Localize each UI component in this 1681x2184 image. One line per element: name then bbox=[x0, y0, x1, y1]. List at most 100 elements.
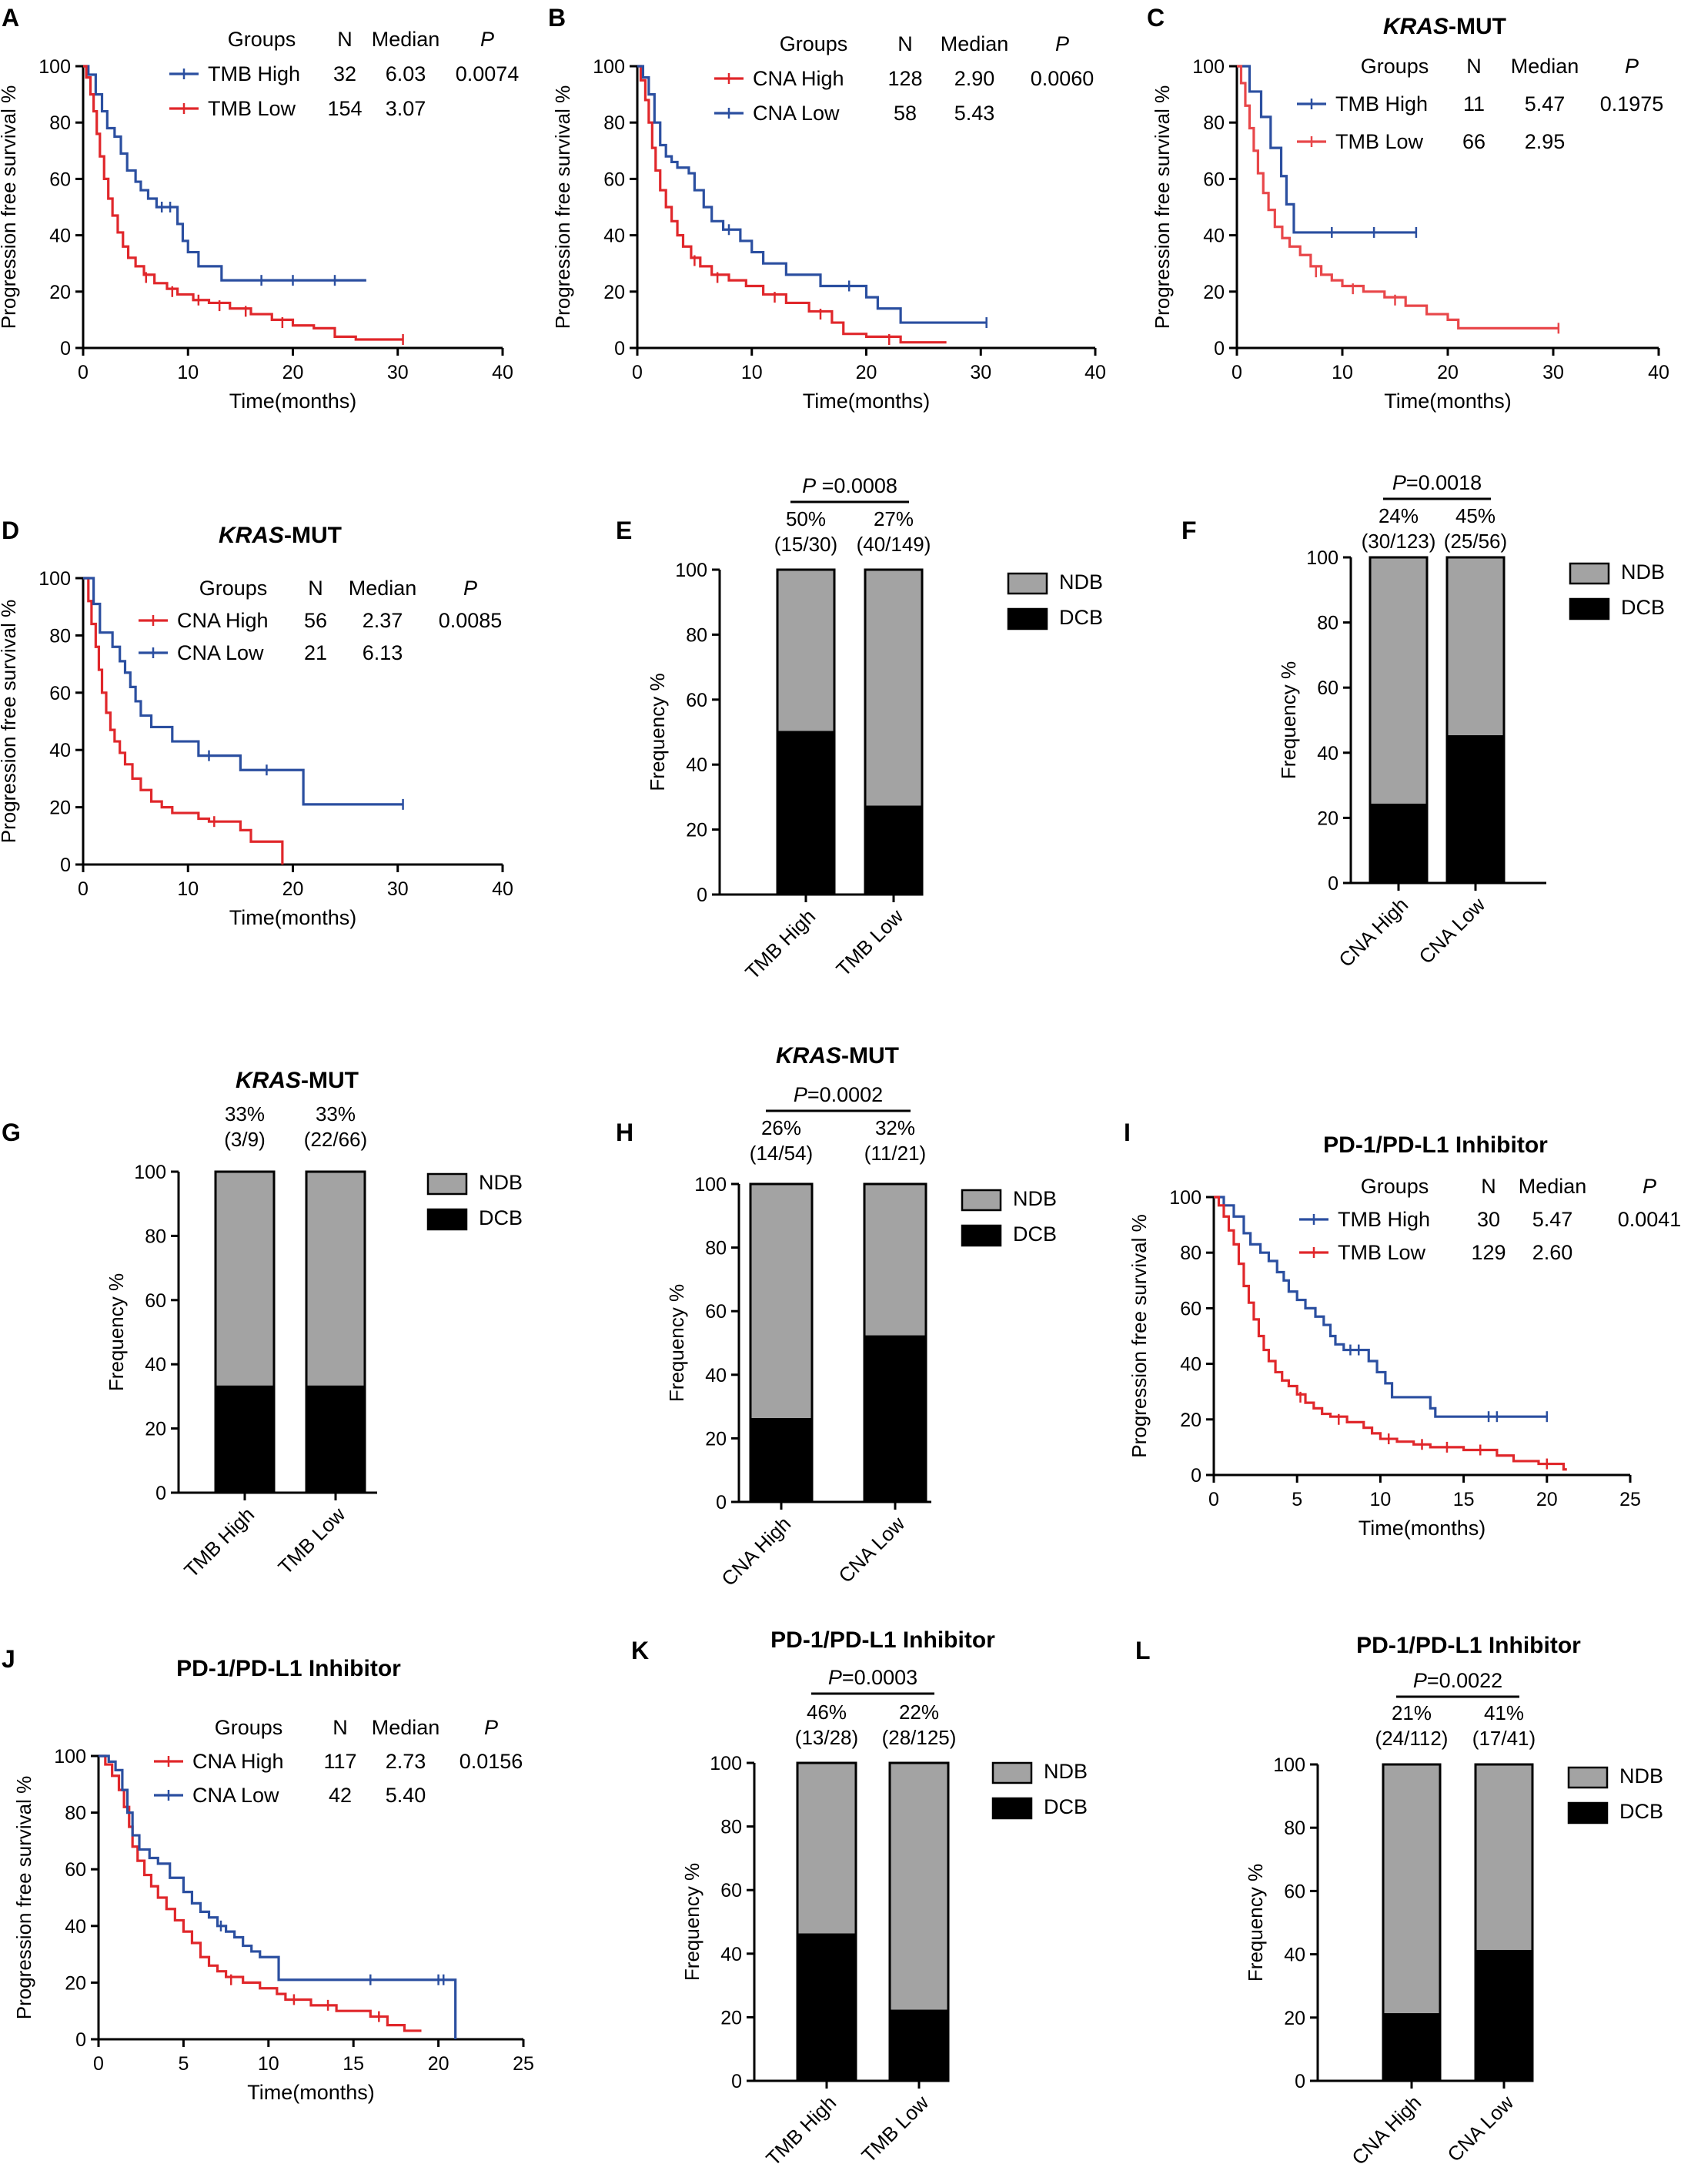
table-header: Groups bbox=[199, 577, 268, 600]
table-cell: CNA High bbox=[177, 609, 269, 632]
y-tick-label: 100 bbox=[593, 56, 625, 78]
legend-swatch-dcb bbox=[961, 1224, 1002, 1247]
sig-p: P bbox=[802, 474, 816, 497]
percent-label: 22% bbox=[899, 1701, 939, 1724]
table-cell: 56 bbox=[304, 609, 327, 632]
y-tick-label: 100 bbox=[1306, 547, 1338, 569]
km-panel-C: KRAS-MUT 0 20 40 60 80 100 0 10 20 30 40 Time(months… bbox=[1151, 14, 1669, 413]
y-axis-label: Frequency % bbox=[105, 1273, 128, 1391]
bar-segment-ndb bbox=[1445, 556, 1506, 738]
count-label: (3/9) bbox=[224, 1128, 265, 1151]
y-tick-label: 40 bbox=[49, 740, 71, 761]
x-tick-label: CNA Low bbox=[1442, 2091, 1518, 2166]
x-axis-label: Time(months) bbox=[247, 2081, 375, 2104]
bar-segment-dcb bbox=[1382, 2013, 1442, 2082]
y-tick-label: 40 bbox=[1284, 1945, 1305, 1966]
bar-segment-ndb bbox=[1474, 1763, 1534, 1952]
table-header: P bbox=[1625, 55, 1639, 78]
x-tick-label: TMB Low bbox=[273, 1503, 349, 1579]
table-header: N bbox=[333, 1716, 348, 1739]
y-tick-label: 80 bbox=[720, 1817, 742, 1838]
x-axis-label: Time(months) bbox=[229, 906, 357, 929]
table-cell: 2.37 bbox=[363, 609, 403, 632]
legend-label: NDB bbox=[1059, 570, 1103, 594]
table-header: P bbox=[484, 1716, 498, 1739]
table-cell: 3.07 bbox=[386, 97, 426, 120]
panel-letter: D bbox=[2, 517, 19, 544]
x-tick-label: 20 bbox=[282, 878, 304, 900]
y-tick-label: 100 bbox=[710, 1753, 742, 1774]
table-header: Groups bbox=[215, 1716, 283, 1739]
sig-value: =0.0008 bbox=[816, 474, 897, 497]
y-tick-label: 100 bbox=[38, 568, 71, 590]
legend-label: NDB bbox=[1044, 1760, 1088, 1783]
bar-segment-ndb bbox=[864, 568, 924, 808]
y-tick-label: 60 bbox=[603, 169, 625, 190]
x-tick-label: 0 bbox=[1208, 1489, 1219, 1510]
x-tick-label: 25 bbox=[513, 2053, 534, 2075]
panel-letter: B bbox=[548, 4, 566, 32]
count-label: (15/30) bbox=[774, 533, 837, 556]
y-tick-label: 40 bbox=[1203, 226, 1225, 247]
panel-letter: C bbox=[1147, 4, 1165, 32]
y-tick-label: 20 bbox=[1317, 808, 1338, 829]
km-curve-cna-high bbox=[637, 65, 947, 344]
legend-label: DCB bbox=[1059, 606, 1103, 629]
table-cell: 6.13 bbox=[363, 641, 403, 664]
y-tick-label: 40 bbox=[49, 226, 71, 247]
bar-segment-ndb bbox=[888, 1761, 950, 2012]
y-tick-label: 0 bbox=[1214, 338, 1225, 360]
legend-label: DCB bbox=[1619, 1800, 1663, 1823]
y-tick-label: 0 bbox=[716, 1492, 727, 1513]
y-axis-label: Progression free survival % bbox=[551, 85, 574, 329]
y-axis-label: Frequency % bbox=[1244, 1864, 1267, 1982]
count-label: (25/56) bbox=[1444, 530, 1507, 553]
km-curve-cna-low bbox=[99, 1754, 457, 2039]
y-tick-label: 20 bbox=[603, 282, 625, 303]
table-header: Median bbox=[941, 32, 1009, 55]
bar-segment-dcb bbox=[1369, 803, 1429, 885]
legend-swatch-ndb bbox=[1007, 572, 1048, 595]
table-cell: TMB High bbox=[208, 62, 300, 85]
km-curve-cna-low bbox=[83, 577, 403, 806]
bar-segment-ndb bbox=[214, 1170, 276, 1388]
y-tick-label: 20 bbox=[49, 798, 71, 819]
km-curve-cna-low bbox=[637, 65, 987, 324]
x-tick-label: CNA Low bbox=[1414, 893, 1489, 968]
title-gene: KRAS bbox=[1383, 14, 1449, 39]
y-axis-label: Frequency % bbox=[1277, 661, 1300, 779]
bar-panel-K: PD-1/PD-L1 Inhibitor 0 20 40 60 80 100 Frequenc… bbox=[680, 1627, 1088, 2170]
x-axis-label: Time(months) bbox=[1384, 390, 1512, 413]
table-cell: 11 bbox=[1463, 92, 1485, 115]
x-tick-label: 15 bbox=[1453, 1489, 1475, 1510]
y-tick-label: 80 bbox=[65, 1803, 86, 1824]
y-axis-label: Frequency % bbox=[665, 1284, 688, 1402]
table-cell: TMB High bbox=[1338, 1208, 1430, 1231]
table-header: P bbox=[1643, 1175, 1656, 1198]
panel-letter: K bbox=[631, 1637, 649, 1664]
table-cell: 5.40 bbox=[386, 1784, 426, 1807]
bar-panel-F: 0 20 40 60 80 100 Frequency % CNA High 24% (30/12… bbox=[1277, 471, 1665, 972]
legend-swatch-ndb bbox=[1567, 1766, 1609, 1789]
legend-swatch-dcb bbox=[991, 1797, 1033, 1820]
percent-label: 27% bbox=[874, 507, 914, 530]
table-header: N bbox=[1481, 1175, 1496, 1198]
y-tick-label: 100 bbox=[1192, 56, 1225, 78]
x-tick-label: 0 bbox=[78, 362, 89, 383]
y-tick-label: 60 bbox=[1317, 677, 1338, 699]
x-tick-label: 10 bbox=[177, 362, 199, 383]
panel-title: KRAS-MUT bbox=[1383, 14, 1506, 39]
km-panel-A: 0 20 40 60 80 100 0 10 20 30 40 Time(months) Progres… bbox=[0, 28, 519, 413]
panel-letter: E bbox=[616, 517, 632, 544]
count-label: (14/54) bbox=[750, 1142, 813, 1165]
table-header: Median bbox=[372, 28, 440, 51]
count-label: (30/123) bbox=[1362, 530, 1436, 553]
y-tick-label: 60 bbox=[49, 169, 71, 190]
table-header: Groups bbox=[228, 28, 296, 51]
legend-label: NDB bbox=[479, 1171, 523, 1194]
count-label: (13/28) bbox=[795, 1726, 858, 1749]
y-tick-label: 60 bbox=[1203, 169, 1225, 190]
sig-p: P bbox=[1413, 1669, 1427, 1692]
percent-label: 46% bbox=[807, 1701, 847, 1724]
y-tick-label: 0 bbox=[1328, 873, 1338, 895]
